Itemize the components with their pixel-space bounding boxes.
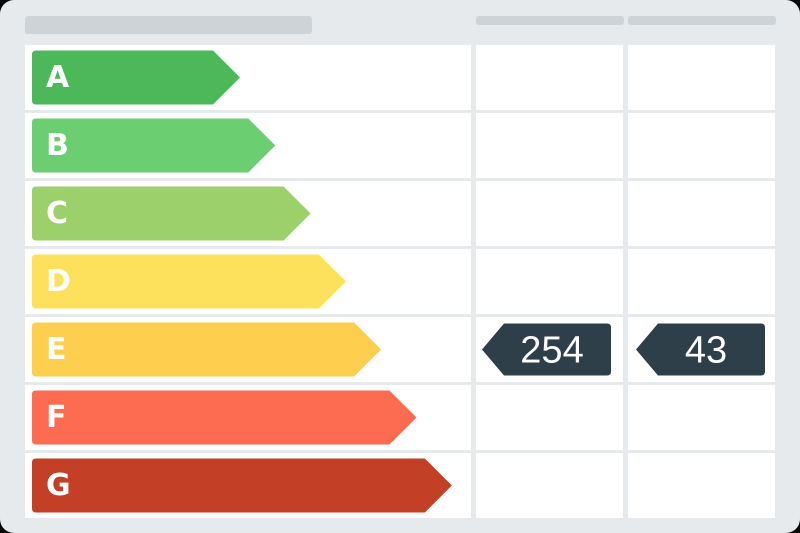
rating-arrow	[32, 390, 417, 445]
consumption-value: 254	[520, 330, 583, 372]
row-cell	[628, 249, 775, 314]
rating-letter: F	[46, 400, 67, 435]
header-bar	[476, 16, 624, 25]
row-cell	[476, 181, 623, 246]
consumption-indicator	[482, 323, 611, 376]
rating-letter: D	[46, 264, 71, 299]
rating-letter: C	[46, 196, 68, 231]
rating-arrow	[32, 254, 346, 309]
row-cell	[476, 453, 623, 518]
row-cell	[628, 385, 775, 450]
rating-arrow	[32, 458, 452, 513]
row-cell	[476, 45, 623, 110]
rating-letter: B	[46, 128, 69, 163]
rating-arrow	[32, 322, 382, 377]
rating-letter: A	[46, 60, 70, 95]
rating-arrow	[32, 186, 311, 241]
rating-letter: E	[46, 332, 67, 367]
row-cell	[628, 45, 775, 110]
emissions-value: 43	[685, 330, 727, 372]
header-bar	[628, 16, 776, 25]
rating-arrow	[32, 118, 276, 173]
row-cell	[628, 181, 775, 246]
rating-arrow	[32, 50, 240, 105]
rating-letter: G	[46, 468, 71, 503]
row-cell	[476, 385, 623, 450]
header-bar	[25, 16, 312, 34]
watermark: habitadia	[351, 252, 449, 279]
row-cell	[476, 249, 623, 314]
row-cell	[628, 453, 775, 518]
emissions-indicator	[636, 323, 765, 376]
row-cell	[628, 113, 775, 178]
row-cell	[476, 113, 623, 178]
